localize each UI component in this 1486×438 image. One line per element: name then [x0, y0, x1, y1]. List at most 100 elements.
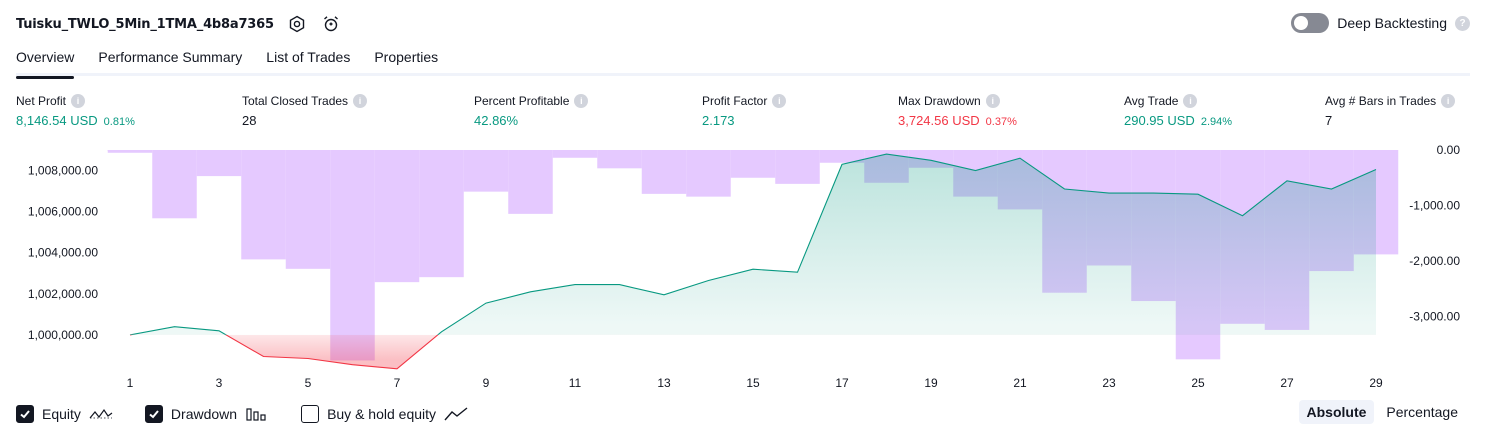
drawdown-bar	[642, 150, 687, 194]
chart-legend: Equity Drawdown Buy & hold equity	[16, 403, 468, 425]
left-axis-tick-label: 1,000,000.00	[28, 328, 98, 342]
x-axis-tick-label: 19	[924, 376, 938, 390]
tab-properties[interactable]: Properties	[374, 46, 438, 76]
metric-value: 28	[242, 113, 256, 128]
x-axis-tick-label: 11	[569, 376, 582, 390]
metric-percent: 0.81%	[104, 116, 135, 128]
legend-label: Buy & hold equity	[327, 406, 436, 422]
metric-value: 8,146.54 USD	[16, 113, 98, 128]
x-axis-tick-label: 7	[394, 376, 401, 390]
deep-backtesting: Deep Backtesting ?	[1291, 13, 1470, 33]
help-icon[interactable]: ?	[1455, 16, 1470, 31]
info-icon[interactable]: i	[353, 94, 367, 108]
deep-backtesting-label: Deep Backtesting	[1337, 15, 1447, 31]
legend-drawdown[interactable]: Drawdown	[145, 405, 269, 423]
metric-percent-profitable: Percent Profitable i 42.86%	[474, 93, 588, 128]
left-axis-tick-label: 1,004,000.00	[28, 246, 98, 260]
metric-value: 42.86%	[474, 113, 518, 128]
legend-label: Drawdown	[171, 406, 237, 422]
right-axis-tick-label: -3,000.00	[1409, 310, 1460, 324]
info-icon[interactable]: i	[986, 94, 1000, 108]
x-axis-tick-label: 21	[1013, 376, 1027, 390]
info-icon[interactable]: i	[772, 94, 786, 108]
metric-label: Profit Factor	[702, 94, 767, 108]
metric-value: 290.95 USD	[1124, 113, 1195, 128]
x-axis-tick-label: 23	[1102, 376, 1116, 390]
metric-label: Max Drawdown	[898, 94, 981, 108]
legend-buy-hold-equity[interactable]: Buy & hold equity	[301, 405, 468, 423]
drawdown-bar	[375, 150, 420, 282]
x-axis-tick-label: 9	[483, 376, 490, 390]
x-axis-tick-label: 13	[657, 376, 671, 390]
drawdown-bar	[152, 150, 197, 218]
drawdown-bar	[553, 150, 598, 158]
drawdown-bar	[197, 150, 242, 176]
left-axis-tick-label: 1,006,000.00	[28, 205, 98, 219]
drawdown-bar	[419, 150, 464, 277]
buy-hold-line-icon	[444, 406, 468, 422]
settings-icon[interactable]	[286, 13, 308, 35]
metric-total-closed-trades: Total Closed Trades i 28	[242, 93, 367, 128]
drawdown-bar	[464, 150, 509, 192]
drawdown-bars-icon	[245, 406, 269, 422]
drawdown-bar	[241, 150, 286, 259]
x-axis-tick-label: 5	[305, 376, 312, 390]
metric-profit-factor: Profit Factor i 2.173	[702, 93, 786, 128]
metric-avg-trade: Avg Trade i 290.95 USD 2.94%	[1124, 93, 1232, 128]
absolute-mode-button[interactable]: Absolute	[1299, 400, 1375, 424]
metric-value: 7	[1325, 113, 1332, 128]
x-axis-tick-label: 15	[746, 376, 760, 390]
deep-backtesting-toggle[interactable]	[1291, 13, 1329, 33]
legend-equity[interactable]: Equity	[16, 405, 113, 423]
x-axis-tick-label: 17	[835, 376, 849, 390]
drawdown-bar	[597, 150, 642, 168]
left-axis-tick-label: 1,002,000.00	[28, 287, 98, 301]
metrics-row: Net Profit i 8,146.54 USD 0.81% Total Clos…	[16, 93, 1470, 133]
metric-percent: 0.37%	[986, 116, 1017, 128]
right-axis-tick-label: 0.00	[1437, 143, 1461, 157]
percentage-mode-button[interactable]: Percentage	[1378, 400, 1466, 424]
tab-bar: Overview Performance Summary List of Tra…	[16, 46, 1470, 76]
buy-hold-checkbox[interactable]	[301, 405, 319, 423]
metric-value: 3,724.56 USD	[898, 113, 980, 128]
metric-net-profit: Net Profit i 8,146.54 USD 0.81%	[16, 93, 135, 128]
info-icon[interactable]: i	[71, 94, 85, 108]
toggle-knob	[1294, 16, 1308, 30]
drawdown-bar	[108, 150, 153, 153]
metric-max-drawdown: Max Drawdown i 3,724.56 USD 0.37%	[898, 93, 1017, 128]
value-mode-switch: Absolute Percentage	[1299, 400, 1467, 424]
drawdown-bar	[286, 150, 331, 269]
metric-label: Avg # Bars in Trades	[1325, 94, 1436, 108]
drawdown-checkbox[interactable]	[145, 405, 163, 423]
metric-avg-bars-in-trades: Avg # Bars in Trades i 7	[1325, 93, 1455, 128]
right-axis-tick-label: -1,000.00	[1409, 199, 1460, 213]
drawdown-bar	[508, 150, 553, 214]
metric-label: Percent Profitable	[474, 94, 569, 108]
metric-label: Net Profit	[16, 94, 66, 108]
right-axis-tick-label: -2,000.00	[1409, 254, 1460, 268]
equity-drawdown-chart[interactable]: 1,008,000.00 1,006,000.00 1,004,000.00 1,00…	[0, 140, 1486, 398]
equity-checkbox[interactable]	[16, 405, 34, 423]
legend-label: Equity	[42, 406, 81, 422]
strategy-header: Tuisku_TWLO_5Min_1TMA_4b8a7365	[16, 12, 342, 36]
drawdown-bar	[330, 150, 375, 360]
drawdown-bar	[686, 150, 731, 197]
x-axis-tick-label: 1	[127, 376, 134, 390]
add-alert-icon[interactable]	[320, 13, 342, 35]
strategy-title: Tuisku_TWLO_5Min_1TMA_4b8a7365	[16, 17, 274, 32]
x-axis: 1 3 5 7 9 11 13 15 17 19 21 23 25 27 29	[127, 376, 1383, 390]
drawdown-bar	[775, 150, 820, 184]
x-axis-tick-label: 3	[216, 376, 223, 390]
left-axis: 1,008,000.00 1,006,000.00 1,004,000.00 1,00…	[28, 164, 98, 342]
metric-percent: 2.94%	[1201, 116, 1232, 128]
drawdown-bar	[731, 150, 776, 178]
tab-overview[interactable]: Overview	[16, 46, 74, 76]
info-icon[interactable]: i	[574, 94, 588, 108]
tab-list-of-trades[interactable]: List of Trades	[266, 46, 350, 76]
tab-performance-summary[interactable]: Performance Summary	[98, 46, 242, 76]
info-icon[interactable]: i	[1183, 94, 1197, 108]
x-axis-tick-label: 29	[1369, 376, 1383, 390]
x-axis-tick-label: 25	[1191, 376, 1205, 390]
right-axis: 0.00 -1,000.00 -2,000.00 -3,000.00	[1409, 143, 1460, 324]
info-icon[interactable]: i	[1441, 94, 1455, 108]
